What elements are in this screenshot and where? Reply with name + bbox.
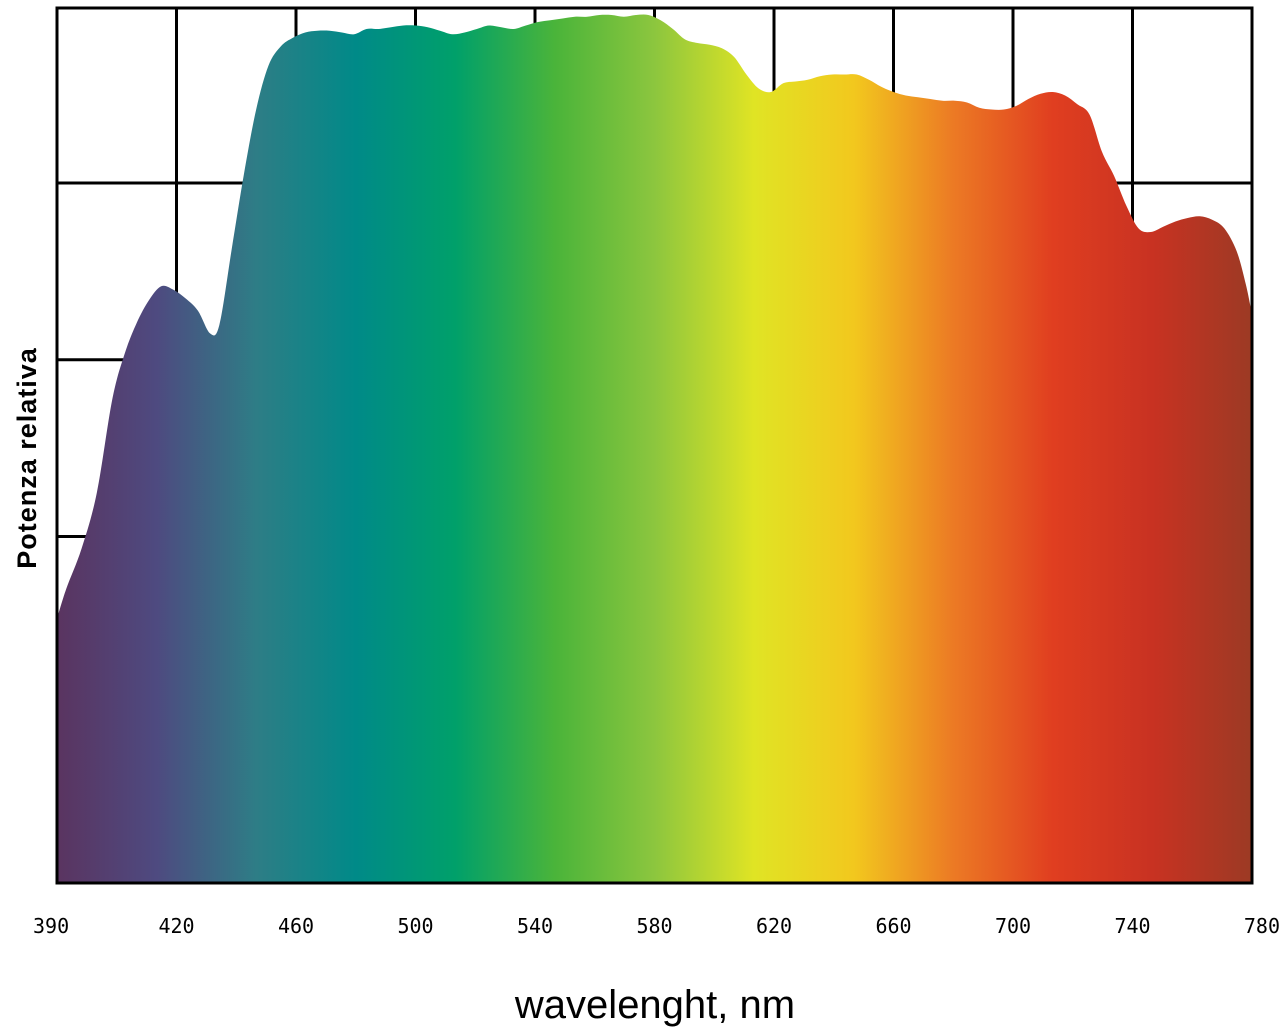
x-tick-label: 540 <box>517 914 553 938</box>
x-tick-label: 390 <box>33 914 69 938</box>
x-tick-labels: 390 420 460 500 540 580 620 660 700 740 780 <box>33 914 1280 938</box>
x-tick-label: 620 <box>756 914 792 938</box>
x-tick-label: 500 <box>397 914 433 938</box>
x-axis-label: wavelenght, nm <box>514 983 795 1027</box>
plot-frame <box>55 6 1254 885</box>
x-tick-label: 460 <box>278 914 314 938</box>
y-axis-label: Potenza relativa <box>12 347 42 569</box>
x-tick-label: 420 <box>158 914 194 938</box>
x-tick-label: 740 <box>1114 914 1150 938</box>
x-tick-label: 580 <box>636 914 672 938</box>
x-tick-label: 700 <box>995 914 1031 938</box>
x-tick-label: 660 <box>875 914 911 938</box>
spectrum-area <box>57 14 1252 883</box>
x-tick-label: 780 <box>1244 914 1280 938</box>
